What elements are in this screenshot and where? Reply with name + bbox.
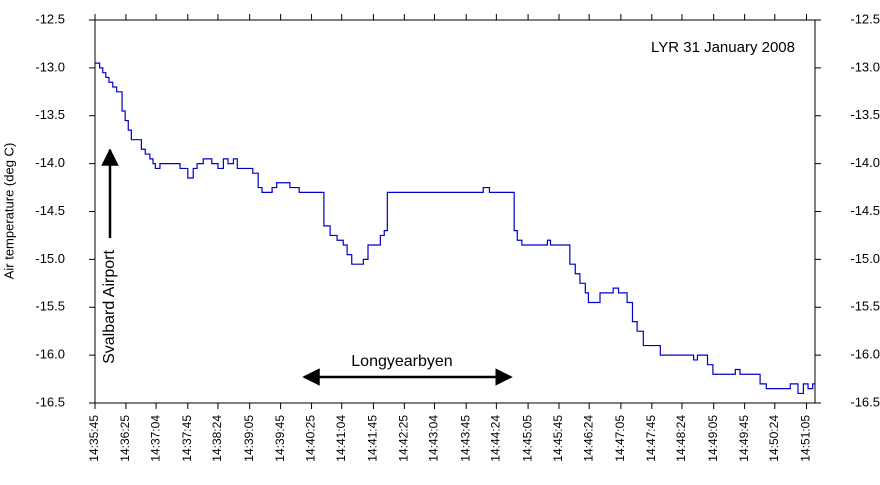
y2-tick-label: -14.0 — [850, 155, 880, 170]
x-tick-label: 14:37:45 — [180, 415, 194, 462]
y2-tick-label: -12.5 — [850, 11, 880, 26]
x-tick-label: 14:36:25 — [118, 415, 132, 462]
y-tick-label: -15.0 — [35, 251, 65, 266]
y2-tick-label: -15.5 — [850, 299, 880, 314]
x-tick-label: 14:46:24 — [581, 415, 595, 462]
x-tick-label: 14:49:45 — [737, 415, 751, 462]
x-tick-label: 14:41:45 — [366, 415, 380, 462]
annotation: Svalbard Airport — [101, 250, 118, 364]
x-tick-label: 14:39:45 — [273, 415, 287, 462]
y2-tick-label: -14.5 — [850, 203, 880, 218]
y2-tick-label: -13.5 — [850, 107, 880, 122]
x-tick-label: 14:45:45 — [551, 415, 565, 462]
x-tick-label: 14:35:45 — [87, 415, 101, 462]
x-tick-label: 14:40:25 — [304, 415, 318, 462]
y-tick-label: -14.5 — [35, 203, 65, 218]
y-axis-label: Air temperature (deg C) — [1, 143, 16, 280]
y2-tick-label: -16.5 — [850, 394, 880, 409]
x-tick-label: 14:48:24 — [674, 415, 688, 462]
x-tick-label: 14:39:05 — [242, 415, 256, 462]
y-tick-label: -16.0 — [35, 347, 65, 362]
x-tick-label: 14:43:04 — [427, 415, 441, 462]
x-tick-label: 14:44:24 — [489, 415, 503, 462]
x-tick-label: 14:43:45 — [458, 415, 472, 462]
y-tick-label: -14.0 — [35, 155, 65, 170]
x-tick-label: 14:47:45 — [644, 415, 658, 462]
x-tick-label: 14:37:04 — [148, 415, 162, 462]
plot-frame — [94, 19, 816, 404]
x-tick-label: 14:49:05 — [706, 415, 720, 462]
x-tick-label: 14:50:24 — [767, 415, 781, 462]
y2-tick-label: -13.0 — [850, 59, 880, 74]
y2-tick-label: -15.0 — [850, 251, 880, 266]
y-tick-label: -16.5 — [35, 394, 65, 409]
data-line — [95, 62, 815, 395]
x-tick-label: 14:41:04 — [334, 415, 348, 462]
chart-title: LYR 31 January 2008 — [651, 39, 795, 56]
y-tick-label: -12.5 — [35, 11, 65, 26]
y2-tick-label: -16.0 — [850, 347, 880, 362]
x-tick-label: 14:42:25 — [397, 415, 411, 462]
x-tick-label: 14:45:05 — [520, 415, 534, 462]
x-tick-label: 14:51:05 — [799, 415, 813, 462]
x-tick-label: 14:38:24 — [210, 415, 224, 462]
y-tick-label: -13.0 — [35, 59, 65, 74]
x-tick-label: 14:47:05 — [613, 415, 627, 462]
y-tick-label: -13.5 — [35, 107, 65, 122]
annotation: Longyearbyen — [351, 353, 452, 370]
y-tick-label: -15.5 — [35, 299, 65, 314]
